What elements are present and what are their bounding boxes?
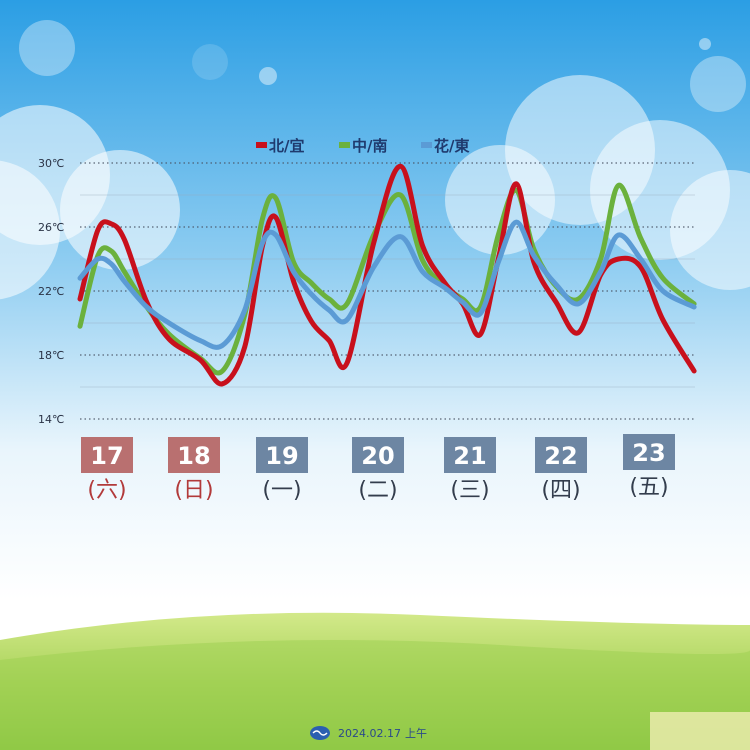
series-line-2: [77, 219, 697, 350]
y-tick-label: 14℃: [38, 413, 64, 426]
day-date-badge: [535, 437, 587, 473]
day-weekday: (四): [541, 478, 580, 503]
y-tick-label: 18℃: [38, 349, 64, 362]
footer: 2024.02.17 上午: [310, 726, 427, 740]
day-date: 18: [177, 442, 210, 470]
day-weekday: (六): [87, 478, 126, 503]
footer-date: 2024.02.17: [338, 727, 401, 740]
legend-label: 北/宜: [269, 137, 304, 155]
chart-grid: [80, 162, 695, 420]
day-date-badge: [352, 437, 404, 473]
sky-bubbles: [19, 20, 746, 112]
y-tick-label: 26℃: [38, 221, 64, 234]
grass-highlight: [0, 640, 750, 750]
day-date: 19: [265, 442, 298, 470]
footer-period: 上午: [405, 727, 427, 740]
day-weekday: (五): [629, 475, 668, 500]
cwa-logo-icon: [310, 726, 330, 740]
day-date-badge: [623, 434, 675, 470]
y-axis-ticks: 30℃ 26℃ 22℃ 18℃ 14℃: [38, 157, 64, 426]
day-date-badge: [256, 437, 308, 473]
chart-legend: 北/宜 中/南 花/東: [256, 137, 469, 155]
day-date-badge: [444, 437, 496, 473]
day-date-badge: [168, 437, 220, 473]
corner-glow: [650, 712, 750, 750]
legend-label: 中/南: [352, 137, 387, 155]
day-weekday: (日): [174, 478, 213, 503]
y-tick-label: 22℃: [38, 285, 64, 298]
day-date: 17: [90, 442, 123, 470]
legend-label: 花/東: [434, 137, 469, 155]
legend-swatch: [256, 142, 267, 148]
day-weekday: (三): [450, 478, 489, 503]
y-tick-label: 30℃: [38, 157, 64, 170]
clouds: [0, 75, 750, 300]
day-date-badge: [81, 437, 133, 473]
day-date: 23: [632, 439, 665, 467]
day-date: 21: [453, 442, 486, 470]
legend-swatch: [421, 142, 432, 148]
day-weekday: (二): [358, 478, 397, 503]
day-date: 20: [361, 442, 394, 470]
chart-series: [77, 163, 697, 387]
day-weekday: (一): [262, 478, 301, 503]
legend-swatch: [339, 142, 350, 148]
day-date: 22: [544, 442, 577, 470]
day-labels: 17 (六) 18 (日) 19 (一) 20 (二) 21 (三) 22 (四) 23 (五): [81, 434, 675, 503]
series-line-0: [77, 163, 697, 387]
